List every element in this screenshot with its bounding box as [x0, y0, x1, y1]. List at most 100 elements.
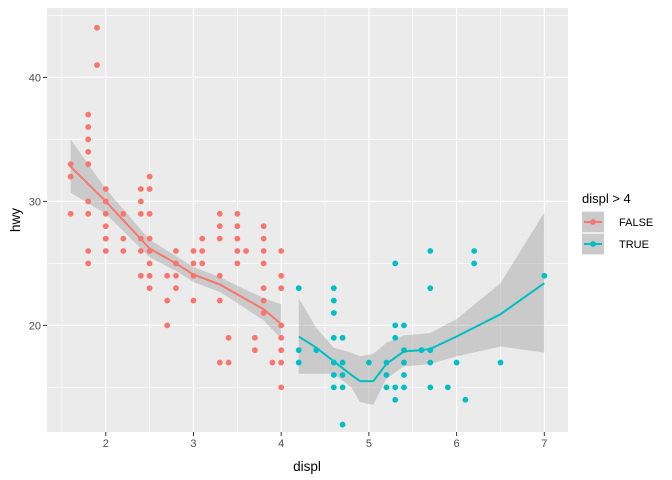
- data-point-false: [190, 248, 197, 254]
- data-point-true: [339, 384, 346, 391]
- data-point-false: [199, 260, 206, 267]
- data-point-false: [243, 248, 250, 254]
- data-point-true: [330, 310, 337, 316]
- x-tick-label: 6: [454, 438, 460, 450]
- data-point-false: [173, 248, 179, 254]
- data-point-false: [102, 210, 109, 217]
- x-axis-title: displ: [293, 459, 321, 474]
- data-point-false: [137, 272, 144, 279]
- data-point-false: [164, 322, 171, 329]
- data-point-false: [225, 334, 232, 341]
- data-point-true: [383, 359, 390, 366]
- data-point-false: [173, 285, 179, 292]
- data-point-false: [278, 272, 285, 279]
- data-point-false: [146, 173, 153, 180]
- legend-title: displ > 4: [582, 191, 631, 206]
- data-point-false: [278, 359, 285, 366]
- data-point-false: [85, 210, 92, 217]
- data-point-false: [199, 235, 206, 242]
- data-point-true: [392, 334, 399, 341]
- data-point-false: [67, 210, 74, 217]
- data-point-false: [85, 248, 92, 254]
- data-point-false: [251, 334, 258, 341]
- data-point-false: [120, 248, 127, 254]
- data-point-false: [146, 210, 153, 217]
- data-points: [67, 24, 548, 428]
- data-point-false: [278, 334, 285, 341]
- data-point-false: [102, 248, 109, 254]
- data-point-true: [392, 384, 399, 391]
- data-point-false: [137, 248, 144, 254]
- data-point-false: [216, 210, 223, 217]
- data-point-true: [392, 260, 399, 267]
- data-point-false: [85, 161, 92, 168]
- data-point-false: [102, 235, 109, 242]
- data-point-false: [234, 248, 241, 254]
- data-point-false: [67, 161, 74, 168]
- data-point-false: [234, 260, 241, 267]
- x-tick-label: 4: [278, 438, 284, 450]
- data-point-true: [330, 285, 337, 292]
- data-point-true: [401, 322, 407, 329]
- legend-label-true: TRUE: [619, 239, 649, 251]
- data-point-false: [190, 260, 197, 267]
- legend: displ > 4 FALSE TRUE: [582, 191, 653, 255]
- data-point-true: [453, 359, 460, 366]
- smooth-lines: [69, 165, 545, 383]
- data-point-false: [278, 248, 285, 254]
- data-point-true: [401, 372, 407, 378]
- data-point-true: [427, 248, 434, 254]
- data-point-true: [427, 359, 434, 366]
- data-point-true: [365, 359, 372, 366]
- data-point-true: [330, 334, 337, 341]
- data-point-true: [295, 347, 302, 354]
- data-point-false: [164, 272, 171, 279]
- data-point-true: [427, 384, 434, 391]
- data-point-false: [260, 260, 267, 267]
- data-point-false: [120, 235, 127, 242]
- data-point-true: [295, 285, 302, 292]
- y-tick-label: 40: [29, 72, 41, 84]
- data-point-true: [427, 285, 434, 292]
- y-axis-title: hwy: [8, 208, 23, 232]
- data-point-true: [497, 359, 504, 366]
- data-point-false: [269, 359, 276, 366]
- data-point-false: [137, 198, 144, 205]
- data-point-true: [383, 372, 390, 378]
- data-point-true: [339, 359, 346, 366]
- data-point-true: [471, 260, 478, 267]
- data-point-false: [251, 347, 258, 354]
- data-point-false: [67, 173, 74, 180]
- data-point-true: [330, 384, 337, 391]
- data-point-true: [295, 359, 302, 366]
- data-point-false: [173, 272, 179, 279]
- data-point-false: [146, 260, 153, 267]
- y-tick-label: 20: [29, 320, 41, 332]
- data-point-false: [234, 235, 241, 242]
- data-point-false: [278, 347, 285, 354]
- data-point-false: [102, 223, 109, 230]
- data-point-false: [190, 297, 197, 304]
- legend-label-false: FALSE: [619, 217, 653, 229]
- data-point-false: [216, 272, 223, 279]
- data-point-false: [146, 186, 153, 192]
- data-point-false: [94, 24, 100, 31]
- data-point-false: [199, 248, 206, 254]
- data-point-false: [85, 260, 92, 267]
- data-point-true: [401, 359, 407, 366]
- data-point-false: [85, 148, 92, 155]
- data-point-true: [392, 322, 399, 329]
- legend-key-point: [590, 219, 596, 225]
- data-point-false: [216, 235, 223, 242]
- data-point-false: [225, 359, 232, 366]
- data-point-true: [462, 396, 469, 403]
- data-point-false: [94, 62, 100, 68]
- confidence-ribbon-true: [298, 212, 545, 405]
- data-point-true: [383, 384, 390, 391]
- data-point-false: [278, 384, 285, 391]
- data-point-false: [216, 359, 223, 366]
- data-point-false: [260, 285, 267, 292]
- data-point-false: [102, 186, 109, 192]
- gridlines: [47, 8, 568, 432]
